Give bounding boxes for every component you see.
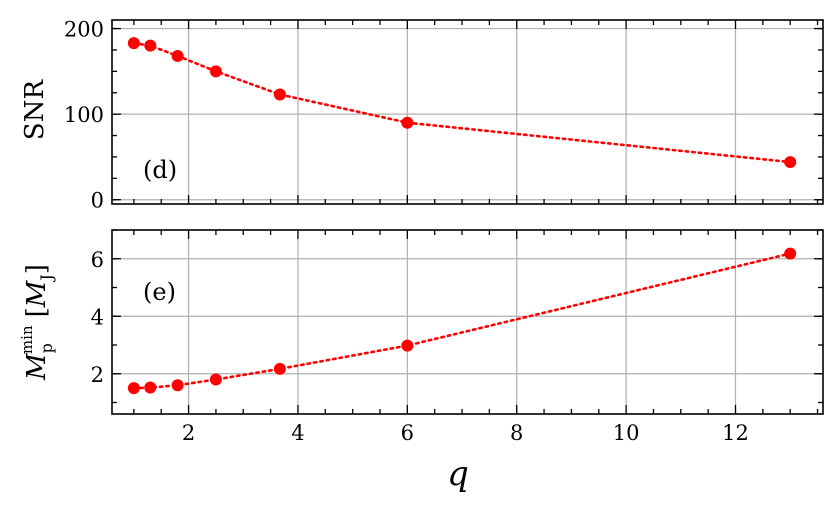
snr-y-tick-label: 200 <box>64 18 104 42</box>
snr-data-point <box>144 39 157 52</box>
mass-ylabel-bracket-open: [ <box>22 307 52 317</box>
mass-y-tick-label: 2 <box>91 363 104 387</box>
x-tick-label: 8 <box>510 421 523 445</box>
snr-y-tick-label: 100 <box>64 103 104 127</box>
snr-data-point <box>127 37 140 50</box>
snr-data-point <box>784 156 797 169</box>
mass-data-point <box>401 339 414 352</box>
mass-y-tick-label: 4 <box>91 305 104 329</box>
x-tick-label: 4 <box>291 421 304 445</box>
mass-series-line <box>132 252 792 390</box>
mass-ylabel-bracket-close: ] <box>22 264 52 274</box>
x-tick-label: 2 <box>182 421 195 445</box>
mass-ylabel-subscript: p <box>37 343 56 353</box>
mass-y-tick-label: 6 <box>91 248 104 272</box>
mass-ylabel-unit: M <box>22 279 52 308</box>
mass-data-point <box>209 373 222 386</box>
mass-data-point <box>171 379 184 392</box>
mass-ylabel: Mpmin[MJ] <box>18 264 56 381</box>
snr-plot-frame <box>111 19 824 205</box>
q-xlabel: q <box>447 454 469 494</box>
snr-data-point <box>171 49 184 62</box>
panel-tag-d: (d) <box>143 156 177 184</box>
snr-y-tick-label: 0 <box>91 189 104 213</box>
x-tick-label: 12 <box>722 421 749 445</box>
panel-tag-e: (e) <box>143 278 176 306</box>
mass-ylabel-superscript: min <box>18 325 36 354</box>
mass-data-point <box>784 247 797 260</box>
snr-data-point <box>401 116 414 129</box>
x-tick-label: 6 <box>401 421 414 445</box>
mass-data-point <box>127 382 140 395</box>
mass-ylabel-unit-subscript: J <box>37 274 56 282</box>
mass-ylabel-symbol: M <box>22 352 52 381</box>
snr-series-line <box>132 41 792 164</box>
snr-data-point <box>209 65 222 78</box>
snr-data-point <box>273 88 286 101</box>
x-tick-label: 10 <box>613 421 640 445</box>
mass-plot-frame <box>111 229 824 415</box>
snr-ylabel: SNR <box>20 79 50 141</box>
snr-panel: 0 100 200 (d) SNR <box>20 18 824 213</box>
mass-data-point <box>273 362 286 375</box>
mass-data-point <box>144 381 157 394</box>
